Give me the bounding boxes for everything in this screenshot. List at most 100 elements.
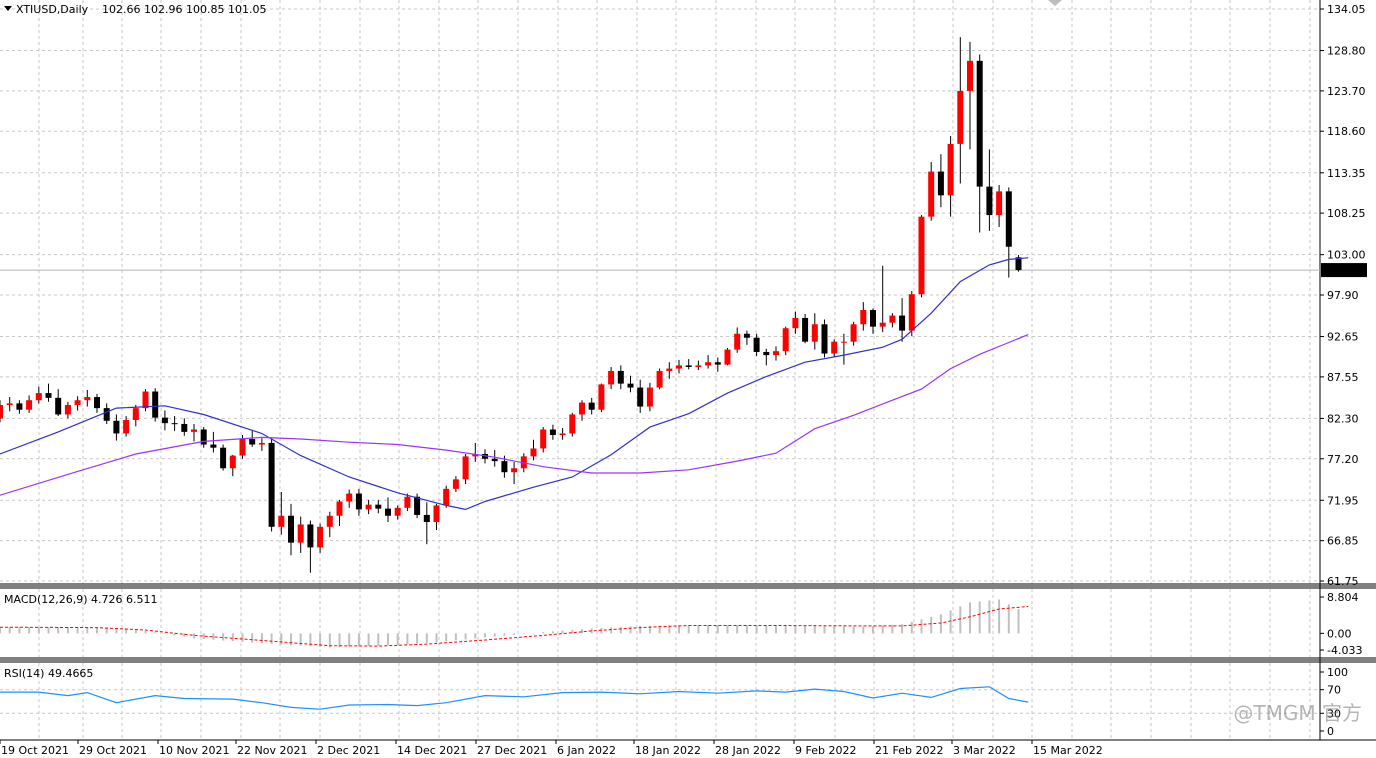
candle-body xyxy=(821,324,828,354)
candle-body xyxy=(1015,257,1022,271)
dropdown-triangle-icon[interactable] xyxy=(4,6,12,11)
candle-body xyxy=(249,438,256,445)
ohlc-readout: 102.66 102.96 100.85 101.05 xyxy=(102,3,266,16)
candle-body xyxy=(414,496,421,515)
candle-body xyxy=(94,397,100,409)
candle-body xyxy=(346,493,353,502)
rsi-tick-label: 100 xyxy=(1327,666,1348,679)
price-tick-label: 77.20 xyxy=(1327,453,1359,466)
candle-body xyxy=(210,444,217,448)
candle-body xyxy=(220,447,227,469)
date-tick-label: 6 Jan 2022 xyxy=(557,744,616,757)
candle-body xyxy=(908,294,915,331)
candle-body xyxy=(191,429,197,432)
candle-body xyxy=(501,461,508,473)
candle-body xyxy=(26,400,33,410)
price-tick-label: 66.85 xyxy=(1327,535,1359,548)
candle-body xyxy=(336,501,343,516)
date-tick-label: 10 Nov 2021 xyxy=(159,744,229,757)
rsi-tick-label: 70 xyxy=(1327,684,1341,697)
candle-body xyxy=(860,310,867,325)
candle-body xyxy=(307,524,314,548)
price-tick-label: 82.30 xyxy=(1327,412,1359,425)
axis-labels: 134.05 128.80 123.70 118.60 113.35 108.25 103.… xyxy=(0,3,1367,757)
price-tick-label: 97.90 xyxy=(1327,289,1359,302)
candle-body xyxy=(705,362,712,366)
candle-body xyxy=(385,508,391,516)
candle-body xyxy=(811,324,818,342)
candle-body xyxy=(889,315,896,323)
rsi-line xyxy=(0,686,1029,710)
candle-body xyxy=(317,526,324,548)
candle-body xyxy=(443,488,450,506)
candle-body xyxy=(773,351,779,356)
price-tick-label: 61.75 xyxy=(1327,575,1359,588)
candle-body xyxy=(161,417,168,424)
candle-body xyxy=(598,384,605,410)
watermark: @TMGM 官方 xyxy=(1233,701,1362,725)
candle-body xyxy=(132,408,139,421)
candle-body xyxy=(152,391,159,418)
candle-body xyxy=(45,393,52,398)
candle-body xyxy=(200,429,207,445)
price-tick-label: 113.35 xyxy=(1327,167,1366,180)
candle-body xyxy=(617,370,624,384)
candle-body xyxy=(743,333,750,338)
candle-body xyxy=(365,504,372,510)
candle-body xyxy=(375,504,382,509)
candle-body xyxy=(918,216,925,295)
candle-body xyxy=(181,423,188,432)
candle-body xyxy=(549,429,556,436)
candle-body xyxy=(0,404,3,419)
candle-body xyxy=(724,349,731,365)
date-tick-label: 3 Mar 2022 xyxy=(953,744,1016,757)
candle-body xyxy=(646,387,653,407)
candle-body xyxy=(268,442,275,527)
candle-body xyxy=(656,370,663,388)
candle-body xyxy=(511,468,518,473)
candle-body xyxy=(482,454,488,459)
price-tick-label: 128.80 xyxy=(1327,45,1366,58)
date-tick-label: 29 Oct 2021 xyxy=(79,744,147,757)
candle-body xyxy=(608,370,615,385)
candle-body xyxy=(870,310,876,327)
candle-body xyxy=(676,365,682,369)
candle-body xyxy=(103,408,110,421)
macd-tick-label: 0.00 xyxy=(1327,627,1352,640)
candle-body xyxy=(404,496,411,508)
price-tick-label: 108.25 xyxy=(1327,207,1366,220)
candle-body xyxy=(74,400,81,405)
candle-body xyxy=(928,171,935,217)
candle-body xyxy=(326,515,333,527)
candle-body xyxy=(569,414,576,434)
candle-body xyxy=(627,383,634,388)
date-tick-label: 28 Jan 2022 xyxy=(715,744,781,757)
candle-body xyxy=(355,493,362,510)
price-tick-label: 118.60 xyxy=(1327,125,1366,138)
candle-body xyxy=(452,479,459,489)
candle-body xyxy=(288,515,294,543)
candle-body xyxy=(637,387,644,407)
macd-tick-label: 8.804 xyxy=(1327,591,1359,604)
date-tick-label: 9 Feb 2022 xyxy=(795,744,856,757)
candle-body xyxy=(394,507,401,516)
rsi-tick-label: 0 xyxy=(1327,725,1334,738)
candle-body xyxy=(16,403,23,410)
candle-body xyxy=(297,524,304,543)
candle-body xyxy=(229,455,236,469)
candle-body xyxy=(423,514,430,523)
macd-signal-line xyxy=(0,606,1029,647)
candle-body xyxy=(1005,191,1012,247)
current-price-tag xyxy=(1321,263,1367,278)
price-tick-label: 87.55 xyxy=(1327,371,1359,384)
scroll-indicator-icon[interactable] xyxy=(1048,0,1062,6)
rsi-tick-label: 30 xyxy=(1327,707,1341,720)
candle-body xyxy=(540,429,547,449)
rsi-panel xyxy=(0,686,1029,710)
date-tick-label: 22 Nov 2021 xyxy=(237,744,307,757)
candle-body xyxy=(462,456,469,480)
candle-body xyxy=(782,328,789,352)
candle-body xyxy=(84,397,91,401)
candle-body xyxy=(734,333,741,350)
